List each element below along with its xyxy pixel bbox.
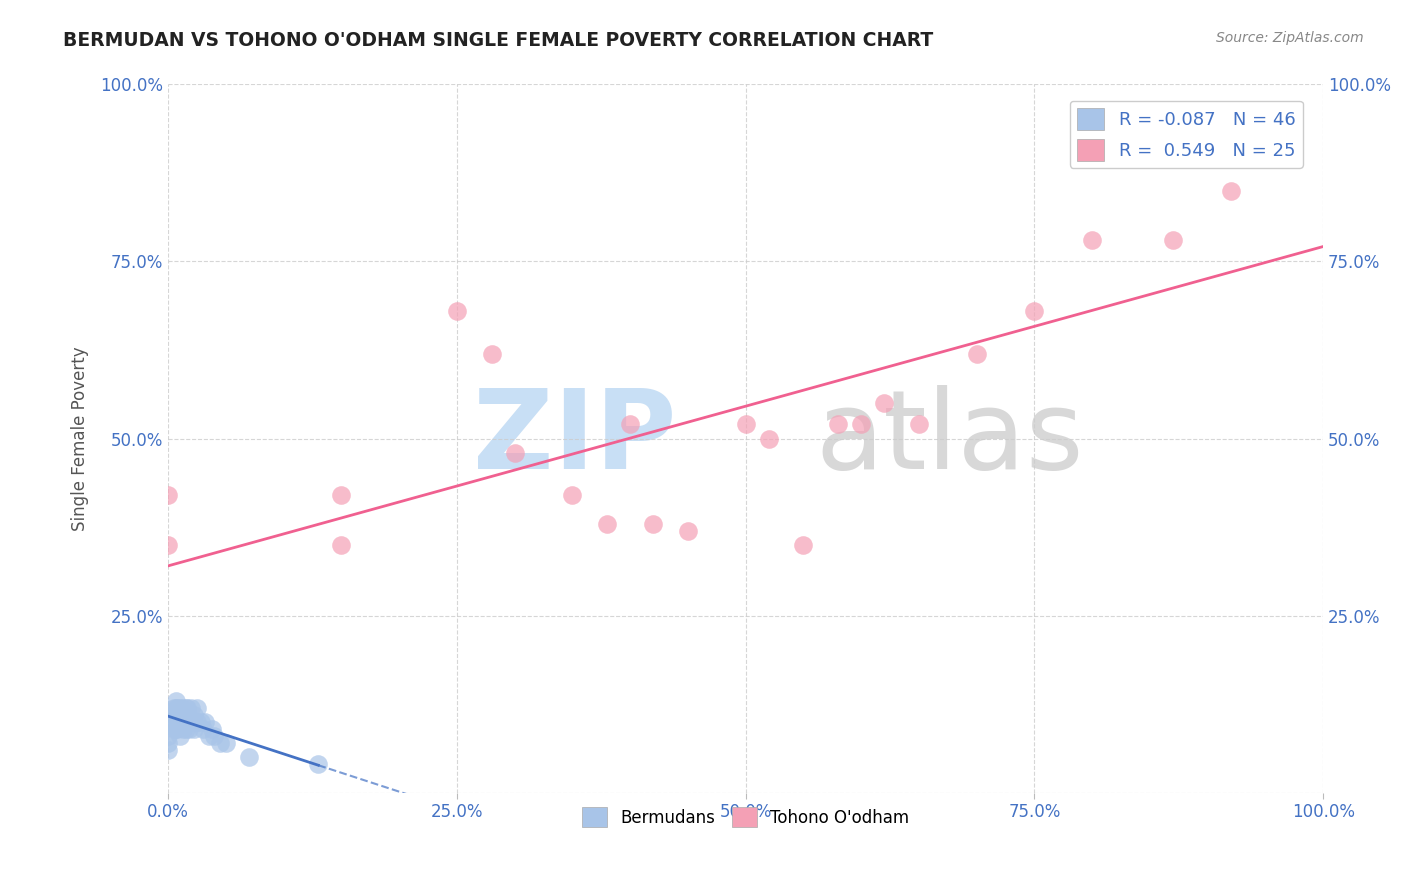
- Point: [165, 714, 187, 729]
- Point: [849, 417, 872, 432]
- Point: [330, 538, 353, 552]
- Point: [174, 707, 197, 722]
- Point: [238, 750, 260, 764]
- Point: [209, 736, 232, 750]
- Point: [197, 729, 219, 743]
- Point: [194, 714, 217, 729]
- Point: [170, 700, 193, 714]
- Point: [596, 516, 619, 531]
- Y-axis label: Single Female Poverty: Single Female Poverty: [72, 346, 89, 531]
- Point: [174, 722, 197, 736]
- Point: [202, 729, 225, 743]
- Point: [157, 743, 180, 757]
- Point: [176, 714, 198, 729]
- Point: [166, 707, 188, 722]
- Point: [163, 714, 186, 729]
- Point: [169, 729, 191, 743]
- Point: [908, 417, 931, 432]
- Point: [169, 707, 191, 722]
- Point: [966, 346, 988, 360]
- Point: [157, 488, 180, 502]
- Text: BERMUDAN VS TOHONO O'ODHAM SINGLE FEMALE POVERTY CORRELATION CHART: BERMUDAN VS TOHONO O'ODHAM SINGLE FEMALE…: [63, 31, 934, 50]
- Point: [503, 446, 526, 460]
- Point: [174, 700, 197, 714]
- Point: [1024, 304, 1046, 318]
- Point: [165, 693, 187, 707]
- Point: [873, 396, 896, 410]
- Point: [163, 700, 186, 714]
- Point: [165, 722, 187, 736]
- Text: Source: ZipAtlas.com: Source: ZipAtlas.com: [1216, 31, 1364, 45]
- Point: [734, 417, 756, 432]
- Point: [481, 346, 503, 360]
- Point: [190, 714, 212, 729]
- Point: [157, 736, 180, 750]
- Point: [165, 700, 187, 714]
- Point: [827, 417, 849, 432]
- Point: [163, 707, 186, 722]
- Point: [792, 538, 814, 552]
- Point: [180, 700, 202, 714]
- Point: [186, 714, 208, 729]
- Text: ZIP: ZIP: [472, 385, 676, 492]
- Point: [180, 714, 202, 729]
- Point: [177, 722, 200, 736]
- Point: [758, 432, 780, 446]
- Point: [619, 417, 641, 432]
- Point: [183, 722, 205, 736]
- Legend: Bermudans, Tohono O'odham: Bermudans, Tohono O'odham: [575, 800, 915, 834]
- Point: [169, 714, 191, 729]
- Point: [1254, 148, 1277, 162]
- Point: [176, 700, 198, 714]
- Point: [191, 722, 214, 736]
- Point: [330, 488, 353, 502]
- Point: [1219, 184, 1241, 198]
- Point: [172, 707, 194, 722]
- Point: [201, 722, 224, 736]
- Point: [446, 304, 468, 318]
- Point: [1081, 233, 1104, 247]
- Point: [307, 757, 329, 772]
- Point: [157, 729, 180, 743]
- Point: [215, 736, 238, 750]
- Point: [166, 700, 188, 714]
- Point: [183, 707, 205, 722]
- Point: [165, 707, 187, 722]
- Point: [172, 722, 194, 736]
- Point: [676, 524, 699, 538]
- Point: [170, 714, 193, 729]
- Point: [163, 722, 186, 736]
- Point: [1161, 233, 1184, 247]
- Point: [169, 700, 191, 714]
- Point: [561, 488, 583, 502]
- Point: [186, 700, 208, 714]
- Point: [643, 516, 665, 531]
- Point: [177, 707, 200, 722]
- Point: [166, 722, 188, 736]
- Point: [157, 538, 180, 552]
- Text: atlas: atlas: [815, 385, 1084, 492]
